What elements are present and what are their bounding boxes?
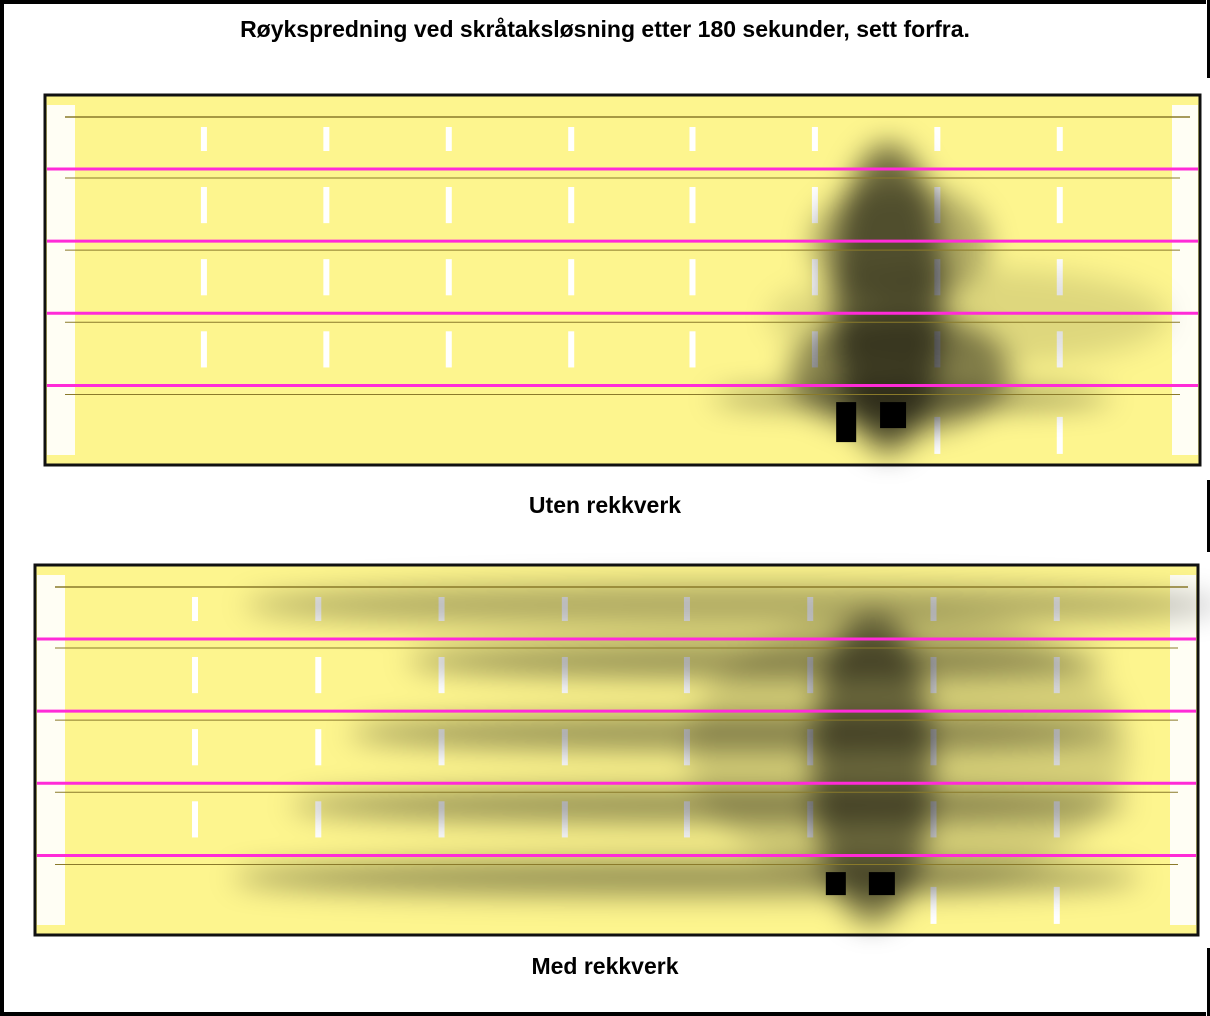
window-gap (192, 729, 198, 765)
window-gap (192, 657, 198, 693)
window-gap (201, 127, 207, 151)
window-gap (323, 331, 329, 367)
window-gap (315, 729, 321, 765)
window-gap (1054, 887, 1060, 924)
opening (869, 872, 895, 895)
window-gap (446, 127, 452, 151)
smoke-cloud (769, 267, 1169, 367)
window-gap (689, 259, 695, 295)
smoke-cloud (687, 610, 1127, 890)
window-gap (1057, 187, 1063, 223)
window-gap (192, 597, 198, 621)
window-gap (446, 187, 452, 223)
left-edge (37, 575, 65, 925)
window-gap (192, 801, 198, 837)
window-gap (689, 187, 695, 223)
window-gap (446, 259, 452, 295)
simulation-panel (35, 565, 1210, 935)
window-gap (934, 127, 940, 151)
smoke-cloud (711, 388, 1111, 408)
right-edge (1170, 575, 1196, 925)
panel-caption: Uten rekkverk (0, 492, 1210, 519)
smoke-band (244, 583, 1210, 627)
window-gap (689, 127, 695, 151)
window-gap (568, 127, 574, 151)
panel-caption: Med rekkverk (0, 953, 1210, 980)
window-gap (1057, 127, 1063, 151)
opening (836, 402, 856, 442)
window-gap (201, 331, 207, 367)
left-edge (47, 105, 75, 455)
opening (880, 402, 906, 428)
window-gap (568, 187, 574, 223)
window-gap (812, 187, 818, 223)
page: Røykspredning ved skråtaksløsning etter … (0, 0, 1210, 1016)
window-gap (323, 259, 329, 295)
window-gap (446, 331, 452, 367)
window-gap (201, 187, 207, 223)
window-gap (323, 127, 329, 151)
window-gap (689, 331, 695, 367)
window-gap (568, 331, 574, 367)
simulation-panel (45, 95, 1200, 465)
window-gap (201, 259, 207, 295)
window-gap (568, 259, 574, 295)
window-gap (1057, 417, 1063, 454)
right-edge (1172, 105, 1198, 455)
window-gap (323, 187, 329, 223)
window-gap (315, 657, 321, 693)
window-gap (812, 127, 818, 151)
opening (826, 872, 846, 895)
